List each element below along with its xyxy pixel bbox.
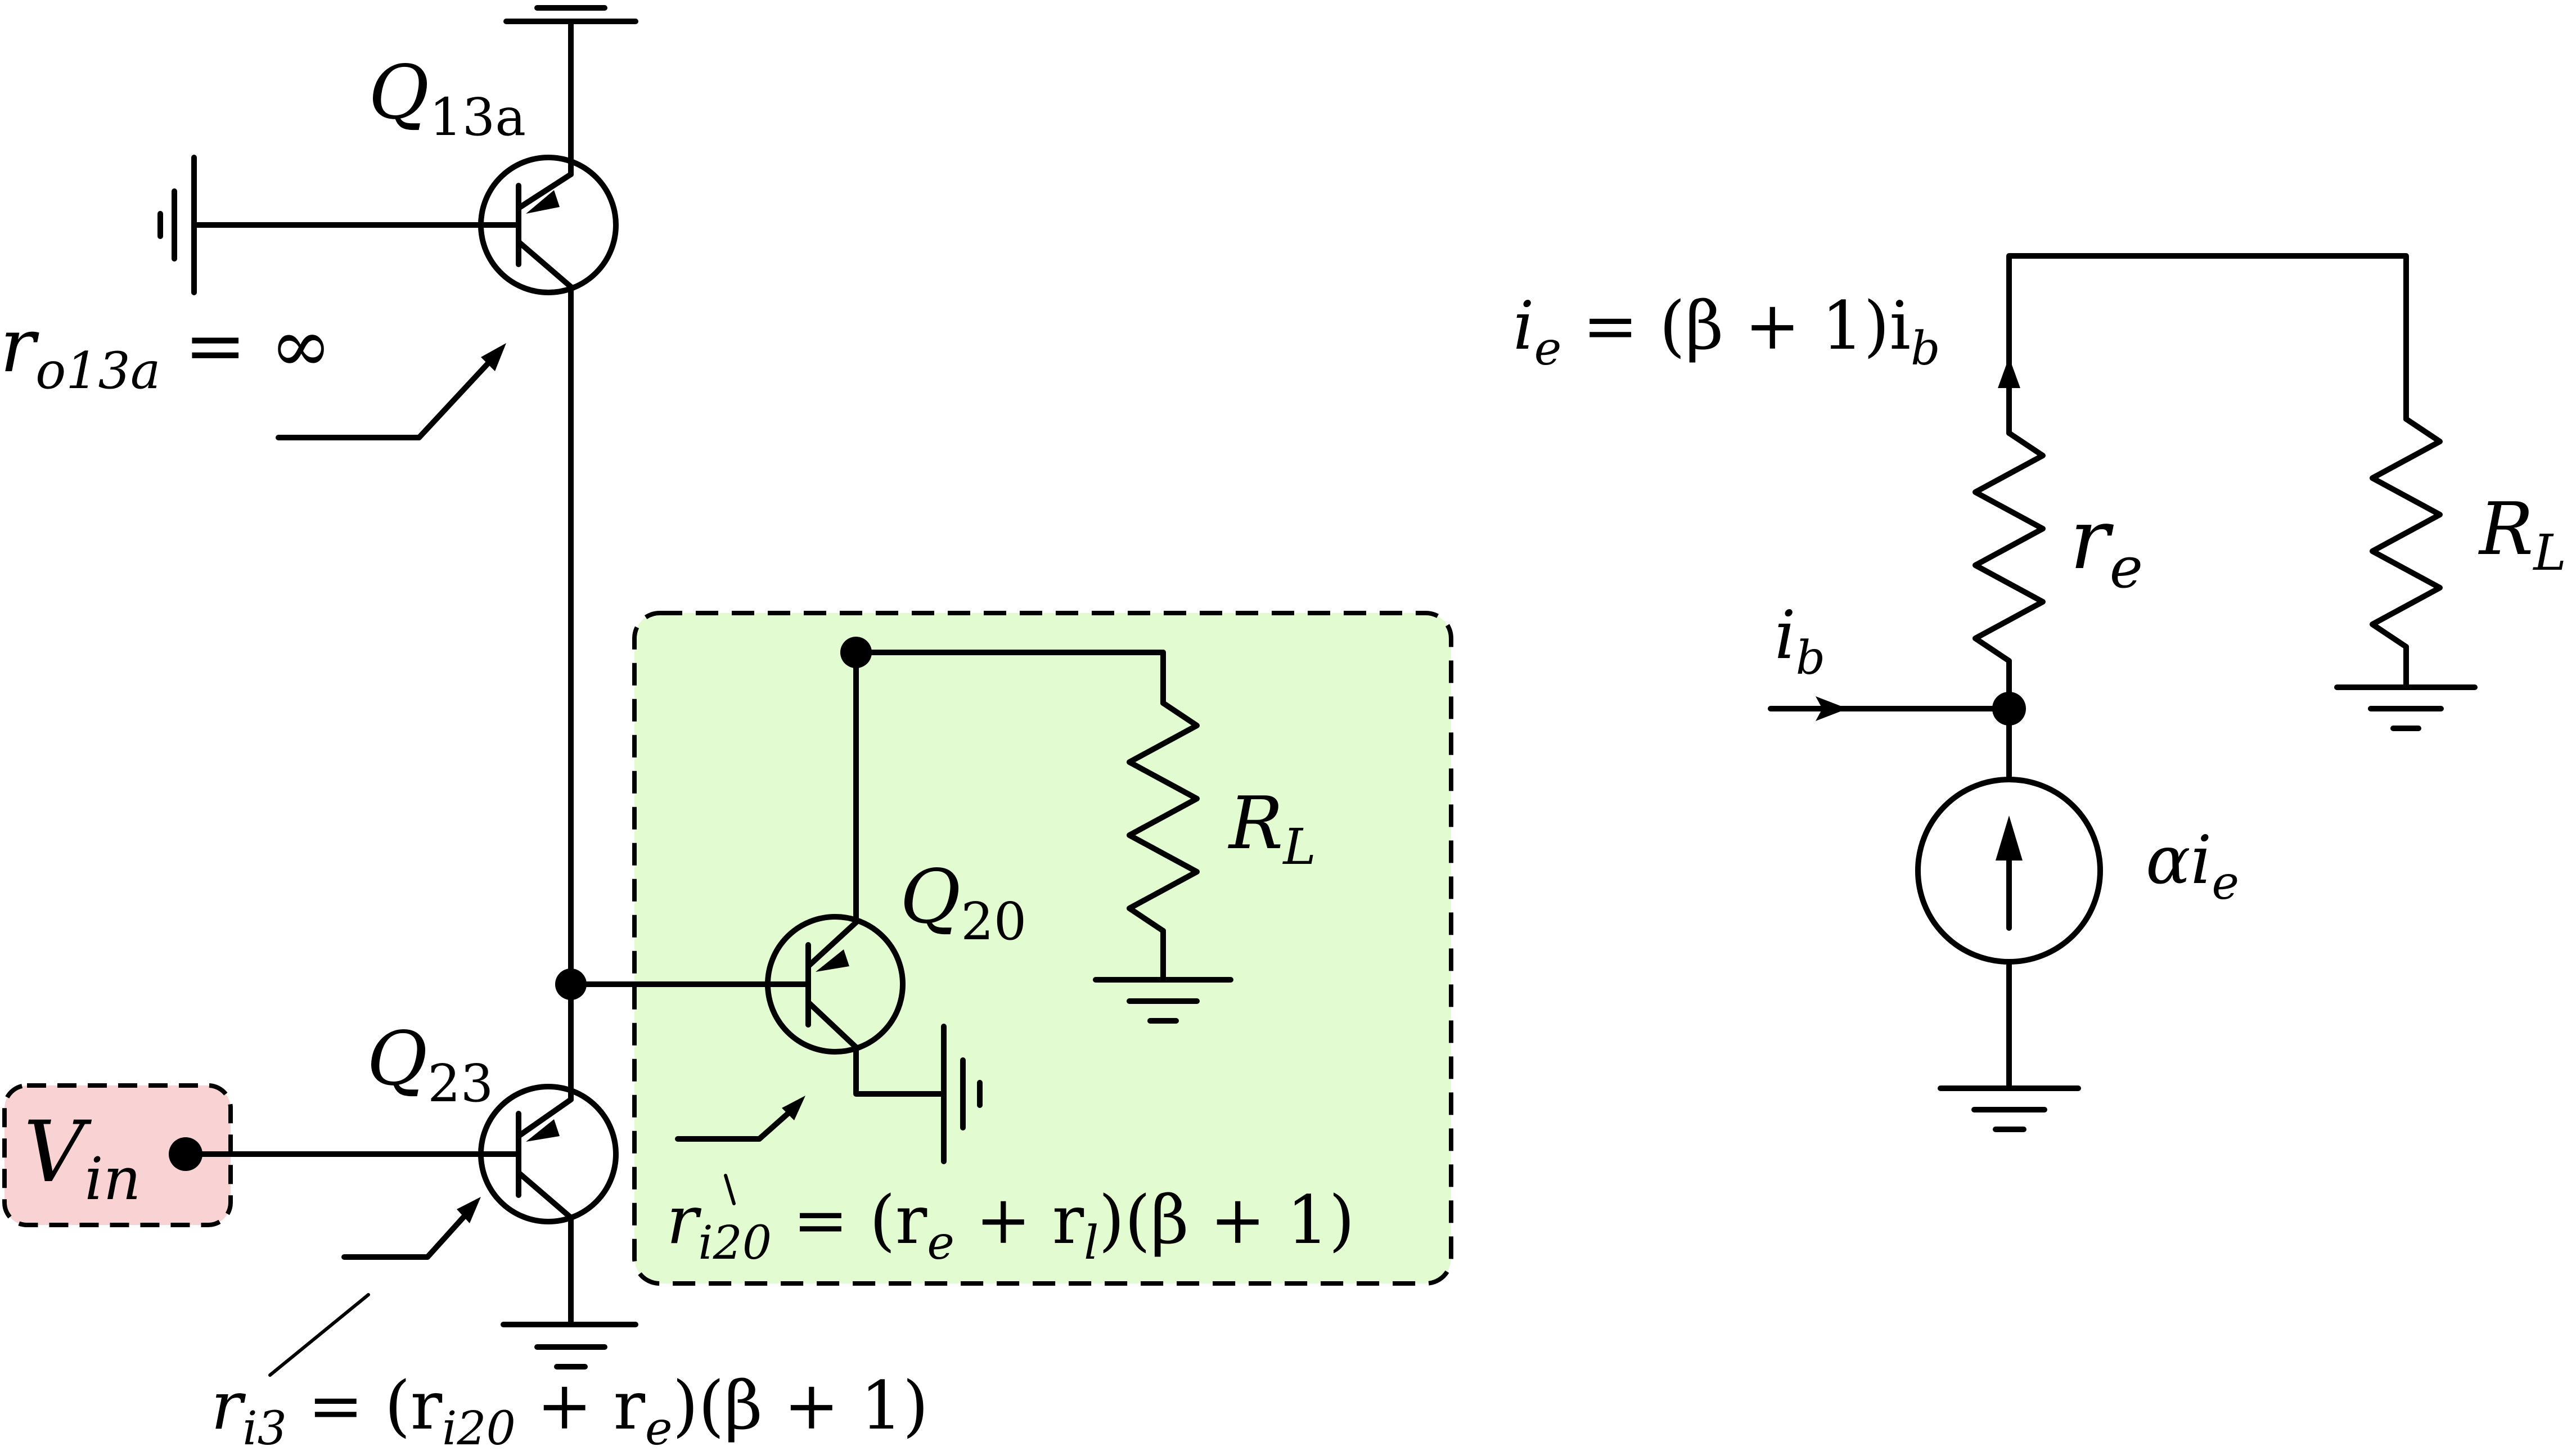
current-source-arrow xyxy=(1996,816,2023,861)
label-alpha-ie: αie xyxy=(2146,821,2239,910)
label-q13a: Q13a xyxy=(368,49,526,147)
q20-emitter-arrow xyxy=(816,949,849,972)
label-ie: ie = (β + 1)ib xyxy=(1513,287,1940,376)
label-ro13a: ro13a = ∞ xyxy=(0,303,332,400)
label-vin: Vin xyxy=(24,1103,141,1213)
label-ri20: ri20 = (re + rl)(β + 1) xyxy=(666,1181,1355,1270)
ro13a-arrow xyxy=(276,343,506,440)
vin-node xyxy=(169,1137,202,1171)
q20-transistor xyxy=(765,637,1166,1164)
ie-arrow xyxy=(1998,357,2020,388)
label-rl-left: RL xyxy=(1228,782,1316,876)
rl-resistor-right xyxy=(2370,416,2443,650)
label-ib: ib xyxy=(1775,596,1825,685)
label-ri3: ri3 = (ri20 + re)(β + 1) xyxy=(211,1367,929,1455)
ri20-arrow xyxy=(675,1096,805,1205)
label-q23: Q23 xyxy=(367,1016,493,1114)
re-resistor xyxy=(1972,430,2046,664)
small-signal-circuit xyxy=(1768,253,2478,1132)
q13a-emitter-arrow xyxy=(526,190,560,214)
label-re: re xyxy=(2070,491,2143,601)
label-q20: Q20 xyxy=(900,854,1026,952)
ib-arrow xyxy=(1816,696,1848,721)
q23-emitter-arrow xyxy=(526,1119,560,1142)
ri3-arrow xyxy=(268,1197,481,1377)
label-rl-right: RL xyxy=(2478,488,2566,582)
q20-load-box xyxy=(632,611,1453,1286)
vin-box xyxy=(2,1083,233,1227)
rl-resistor-left xyxy=(1093,650,1233,1024)
q23-transistor xyxy=(183,1084,638,1370)
q13a-transistor xyxy=(157,5,638,295)
